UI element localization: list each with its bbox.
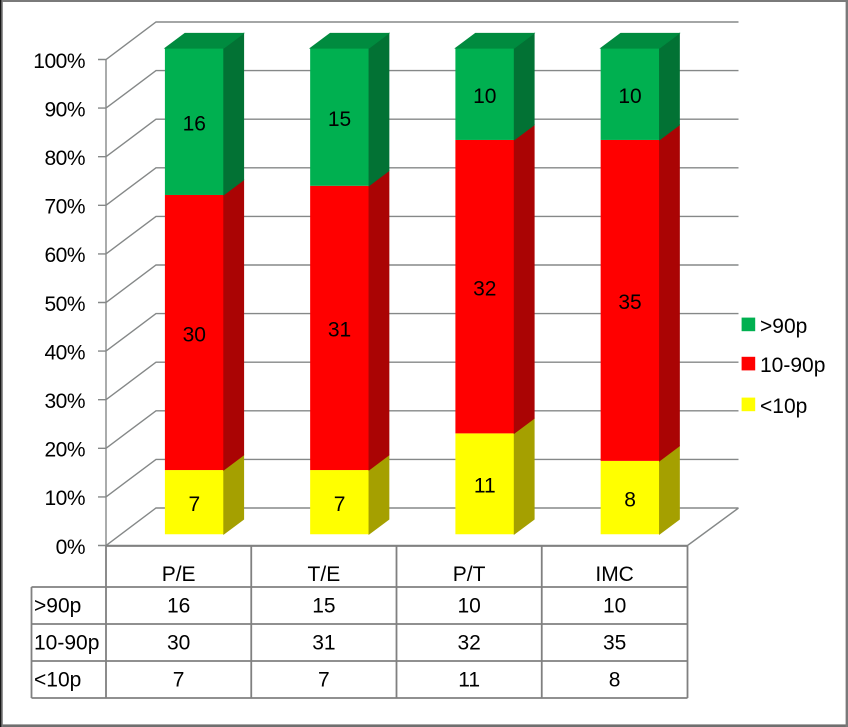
svg-text:>90p: >90p (760, 315, 807, 338)
svg-text:30%: 30% (44, 390, 85, 413)
svg-text:7: 7 (334, 493, 346, 516)
svg-text:80%: 80% (44, 147, 85, 170)
svg-text:8: 8 (609, 669, 621, 692)
svg-text:50%: 50% (44, 293, 85, 316)
svg-text:32: 32 (473, 277, 496, 300)
svg-text:7: 7 (188, 493, 200, 516)
svg-text:T/E: T/E (308, 563, 341, 586)
svg-text:10: 10 (457, 595, 480, 618)
svg-text:10: 10 (618, 85, 641, 108)
svg-text:30: 30 (167, 632, 190, 655)
svg-text:10: 10 (603, 595, 626, 618)
svg-text:20%: 20% (44, 439, 85, 462)
svg-text:32: 32 (457, 632, 480, 655)
svg-text:10: 10 (473, 85, 496, 108)
svg-text:16: 16 (167, 595, 190, 618)
svg-text:<10p: <10p (760, 395, 807, 418)
svg-text:15: 15 (312, 595, 335, 618)
svg-text:7: 7 (318, 669, 330, 692)
svg-text:<10p: <10p (34, 669, 81, 692)
svg-text:35: 35 (618, 291, 641, 314)
svg-text:0%: 0% (56, 536, 85, 559)
svg-text:90%: 90% (44, 98, 85, 121)
svg-text:60%: 60% (44, 244, 85, 267)
svg-text:100%: 100% (33, 50, 85, 73)
svg-text:15: 15 (328, 108, 351, 131)
svg-text:11: 11 (474, 475, 496, 498)
svg-text:7: 7 (173, 669, 185, 692)
svg-text:40%: 40% (44, 341, 85, 364)
svg-text:70%: 70% (44, 196, 85, 219)
svg-text:11: 11 (458, 669, 480, 692)
svg-text:10%: 10% (44, 487, 85, 510)
svg-text:31: 31 (312, 632, 335, 655)
svg-text:10-90p: 10-90p (34, 632, 99, 655)
svg-text:8: 8 (624, 488, 636, 511)
svg-text:30: 30 (183, 323, 206, 346)
svg-text:IMC: IMC (595, 563, 634, 586)
svg-text:35: 35 (603, 632, 626, 655)
svg-text:P/T: P/T (453, 563, 486, 586)
svg-text:10-90p: 10-90p (760, 354, 825, 377)
svg-text:31: 31 (328, 319, 351, 342)
svg-text:16: 16 (183, 112, 206, 135)
svg-text:P/E: P/E (162, 563, 196, 586)
svg-text:>90p: >90p (34, 595, 81, 618)
